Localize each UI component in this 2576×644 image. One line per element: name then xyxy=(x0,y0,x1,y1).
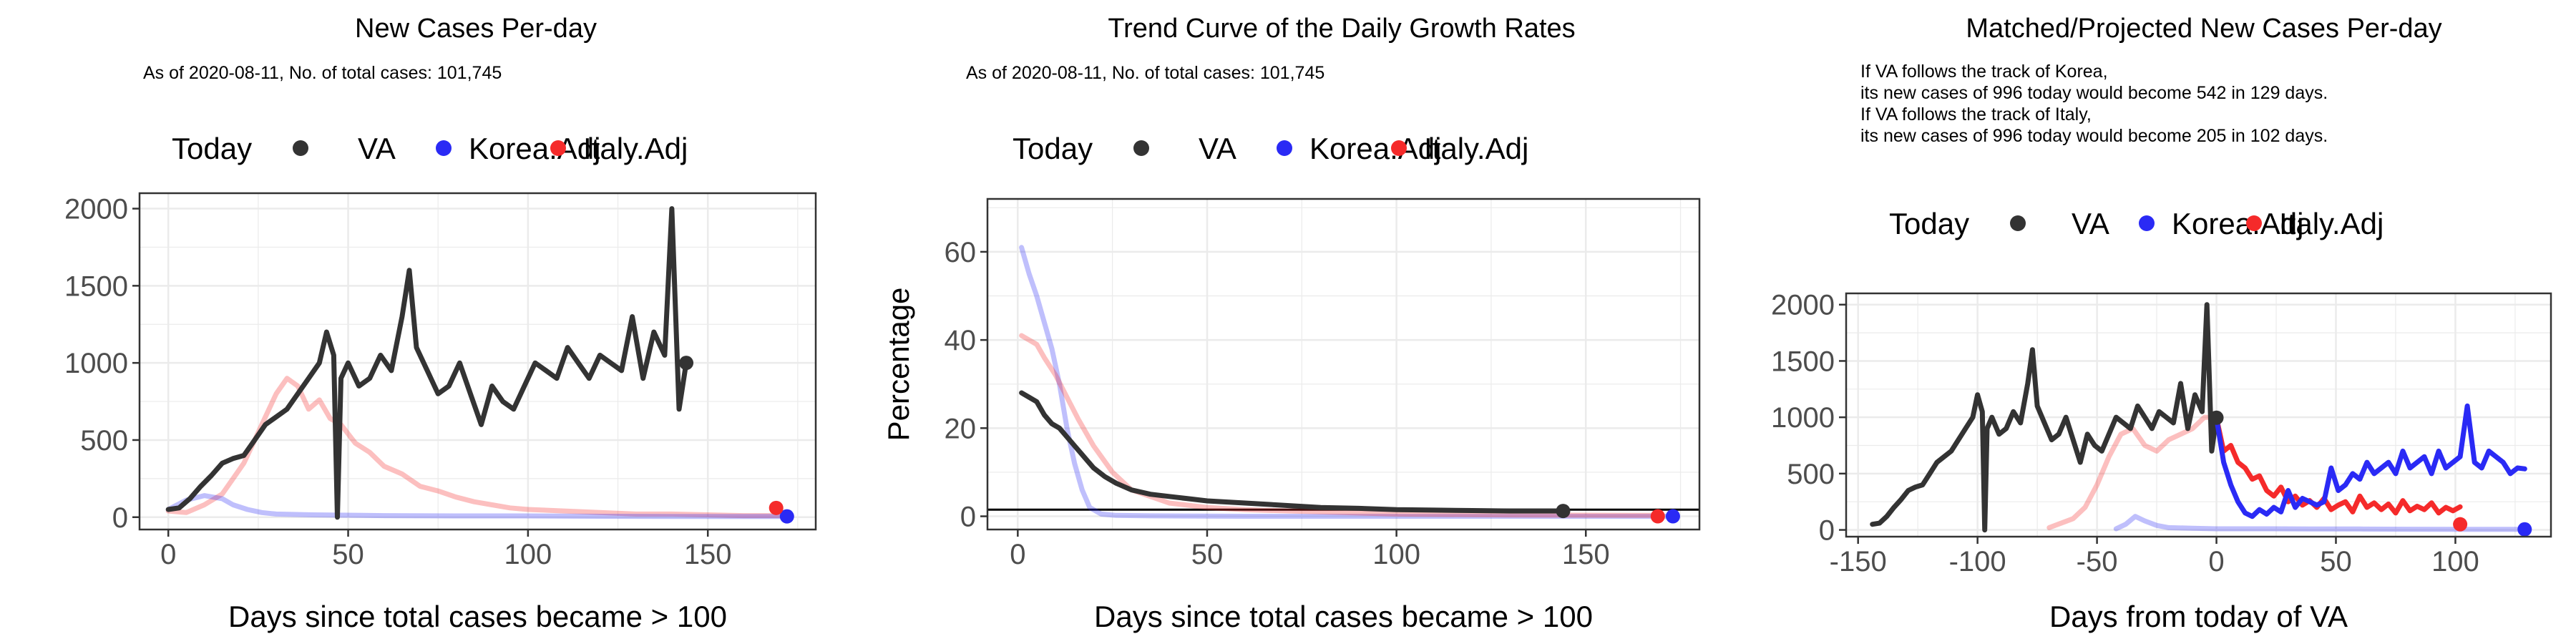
series-line-italy-adj xyxy=(165,376,783,519)
panel-border xyxy=(1845,292,2552,538)
legend-key-va xyxy=(1133,140,1149,156)
y-tick-label: 20 xyxy=(945,413,977,444)
legend-label: VA xyxy=(1199,132,1236,165)
chart-new-cases-per-day: New Cases Per-day As of 2020-08-11, No. o… xyxy=(64,14,817,633)
legend-title: Today xyxy=(1013,132,1093,165)
panel-border xyxy=(138,192,817,531)
x-tick-label: 0 xyxy=(1010,539,1025,570)
series-line-italy-adj xyxy=(2046,414,2219,530)
x-tick-label: 0 xyxy=(160,539,176,570)
y-tick-label: 40 xyxy=(945,325,977,356)
legend-label: Italy.Adj xyxy=(2279,207,2384,240)
x-tick-label: 50 xyxy=(332,539,364,570)
legend-title: Today xyxy=(1889,207,1969,240)
series-line-va xyxy=(165,206,689,520)
annotation-line: its new cases of 996 today would become … xyxy=(1860,126,2328,146)
y-tick-label: 2000 xyxy=(64,194,128,225)
today-point-va xyxy=(2209,410,2224,425)
today-point-korea-adj xyxy=(2517,522,2532,537)
legend-label: Italy.Adj xyxy=(583,132,688,165)
today-point-korea-adj xyxy=(1665,509,1680,524)
x-tick-label: 150 xyxy=(1562,539,1610,570)
chart-title: New Cases Per-day xyxy=(355,14,597,44)
y-tick-label: 500 xyxy=(1787,459,1835,490)
series-line-korea-adj xyxy=(2113,514,2527,532)
legend-key-italy-adj xyxy=(550,140,566,156)
series-line-korea-adj xyxy=(165,493,790,519)
chart-growth-rate-trend: Trend Curve of the Daily Growth Rates As … xyxy=(882,14,1701,633)
today-point-va xyxy=(1556,504,1571,519)
annotation-line: If VA follows the track of Italy, xyxy=(1860,104,2092,125)
legend-label: Korea.Adj xyxy=(2172,207,2303,240)
grid xyxy=(1846,293,2551,537)
grid xyxy=(140,193,816,530)
today-point-korea-adj xyxy=(779,509,794,524)
x-axis-label: Days from today of VA xyxy=(2049,600,2348,633)
legend-key-korea-adj xyxy=(1277,140,1292,156)
legend-label: Italy.Adj xyxy=(1424,132,1528,165)
legend-label: Korea.Adj xyxy=(469,132,600,165)
panel-border xyxy=(986,197,1701,531)
legend-key-va xyxy=(293,140,308,156)
x-axis-label: Days since total cases became > 100 xyxy=(1094,600,1593,633)
series-line-korea-adj xyxy=(1019,245,1676,519)
x-tick-label: 100 xyxy=(504,539,552,570)
legend-key-italy-adj xyxy=(1391,140,1407,156)
annotation-line: its new cases of 996 today would become … xyxy=(1860,83,2328,103)
x-tick-label: 50 xyxy=(1191,539,1224,570)
chart-matched-projected: Matched/Projected New Cases Per-day If VA… xyxy=(1771,14,2552,633)
x-tick-label: 0 xyxy=(2208,546,2224,577)
y-tick-label: 60 xyxy=(945,237,977,268)
legend-key-korea-adj xyxy=(2139,215,2155,231)
y-tick-label: 1500 xyxy=(64,270,128,302)
y-axis-label: Percentage xyxy=(882,288,915,441)
x-tick-label: 100 xyxy=(2431,546,2479,577)
x-tick-label: -150 xyxy=(1830,546,1887,577)
grid xyxy=(987,199,1699,530)
legend-title: Today xyxy=(172,132,252,165)
legend-label: VA xyxy=(358,132,396,165)
x-tick-label: -100 xyxy=(1949,546,2006,577)
x-tick-label: 50 xyxy=(2320,546,2352,577)
series-line-italy-adj xyxy=(1019,333,1661,518)
y-tick-label: 1000 xyxy=(64,348,128,379)
series-line-va xyxy=(1019,390,1566,514)
chart-title: Trend Curve of the Daily Growth Rates xyxy=(1108,14,1575,44)
legend-label: VA xyxy=(2072,207,2109,240)
legend-key-va xyxy=(2010,215,2026,231)
y-tick-label: 1500 xyxy=(1771,346,1835,377)
today-point-va xyxy=(679,356,694,371)
today-point-italy-adj xyxy=(2453,517,2468,532)
chart-subtitle: As of 2020-08-11, No. of total cases: 10… xyxy=(143,63,502,83)
chart-subtitle: As of 2020-08-11, No. of total cases: 10… xyxy=(966,63,1324,83)
chart-title: Matched/Projected New Cases Per-day xyxy=(1966,14,2441,44)
today-point-italy-adj xyxy=(1650,509,1665,524)
y-tick-label: 2000 xyxy=(1771,290,1835,321)
legend-label: Korea.Adj xyxy=(1309,132,1441,165)
y-tick-label: 0 xyxy=(960,502,976,533)
y-tick-label: 500 xyxy=(80,425,128,457)
annotation-line: If VA follows the track of Korea, xyxy=(1860,62,2108,82)
series-line-korea-adj xyxy=(2214,403,2527,519)
x-tick-label: 100 xyxy=(1372,539,1420,570)
y-tick-label: 0 xyxy=(1819,515,1835,547)
legend-key-italy-adj xyxy=(2246,215,2262,231)
x-axis-label: Days since total cases became > 100 xyxy=(228,600,727,633)
series-line-italy-adj xyxy=(2214,415,2463,516)
series-line-va xyxy=(1870,302,2219,533)
x-tick-label: 150 xyxy=(684,539,732,570)
y-tick-label: 0 xyxy=(112,502,128,534)
today-point-italy-adj xyxy=(769,500,784,515)
x-tick-label: -50 xyxy=(2077,546,2118,577)
legend-key-korea-adj xyxy=(436,140,452,156)
y-tick-label: 1000 xyxy=(1771,402,1835,434)
